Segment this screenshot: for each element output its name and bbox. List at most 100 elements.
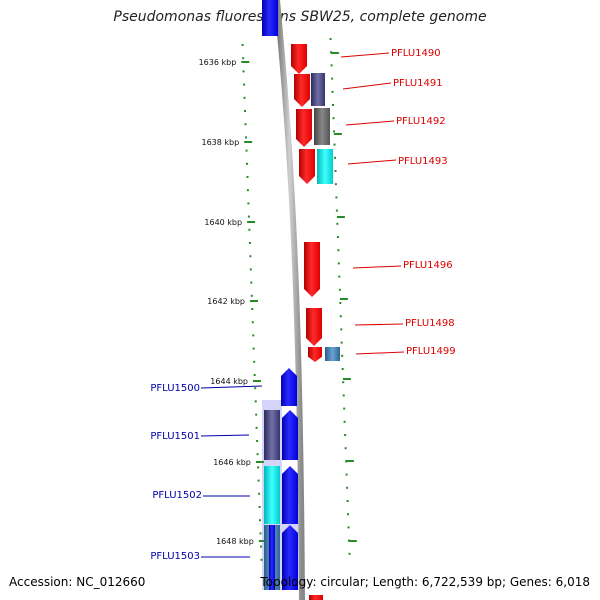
ruler-dot [244,110,246,112]
ruler-dot [253,374,256,376]
gene-arrow-reverse[interactable] [282,525,298,590]
ruler-major-tick [244,141,253,143]
ruler-major-tick [330,52,339,54]
ruler-dot [335,209,338,212]
gene-label-reverse[interactable]: PFLU1500 [150,383,200,394]
ruler-dot [251,321,254,324]
ruler-dot [245,136,247,139]
gene-arrow-forward[interactable] [304,242,320,297]
gene-label-forward[interactable]: PFLU1496 [403,260,453,271]
ruler-dot [344,447,347,450]
gene-block-reverse[interactable] [262,0,278,36]
ruler-dot [341,368,344,370]
gene-label-leader [345,120,395,126]
ruler-major-tick [255,461,264,463]
gene-arrow-forward[interactable] [294,74,310,107]
ruler-dot [337,249,340,252]
ruler-dot [256,453,259,456]
gene-label-forward[interactable]: PFLU1492 [396,116,446,127]
ruler-dot [332,117,335,120]
ruler-major-tick [258,540,267,542]
ruler-dot [334,170,337,172]
ruler-major-tick [241,61,250,63]
gene-arrow-forward[interactable] [299,149,315,184]
ruler-dot [250,281,253,284]
ruler-dot [251,308,254,310]
ruler-dot [347,526,350,529]
gene-label-reverse[interactable]: PFLU1502 [152,490,202,501]
gene-label-leader [347,159,397,165]
gene-label-reverse[interactable]: PFLU1501 [150,431,200,442]
ruler-dot [259,519,261,522]
gene-block-forward[interactable] [309,595,323,600]
genome-title: Pseudomonas fluorescens SBW25, complete … [113,9,487,25]
gene-labels[interactable]: PFLU1490 PFLU1491 PFLU1492 PFLU1493 PFLU1496… [150,48,455,562]
ruler-dot [338,275,341,278]
ruler-dot [333,130,335,133]
gene-block-annotation[interactable] [314,108,330,145]
ruler-dot [337,262,340,265]
ruler-dot [246,176,249,178]
ruler-dot [340,341,343,344]
gene-block-annotation[interactable] [317,149,333,184]
gene-label-leader [200,385,263,389]
ruler-ticks [241,38,357,561]
ruler-dot [242,70,245,73]
gene-arrow-forward[interactable] [308,347,322,362]
gene-label-reverse[interactable]: PFLU1503 [150,551,200,562]
ruler-label: 1640 kbp [204,218,242,227]
gene-arrow-reverse[interactable] [282,466,298,524]
ruler-dot [330,64,333,67]
gene-label-forward[interactable]: PFLU1493 [398,156,448,167]
ruler-dot [339,302,342,304]
gene-label-forward[interactable]: PFLU1490 [391,48,441,59]
ruler-dot [249,255,252,258]
ruler-dot [248,228,251,231]
ruler-dot [344,434,347,436]
gene-arrow-forward[interactable] [291,44,307,74]
ruler-dot [260,558,263,561]
ruler-major-tick [348,540,357,542]
ruler-dot [334,156,336,159]
ruler-major-tick [345,460,354,462]
ruler-dot [334,183,337,186]
ruler-dot [345,473,348,476]
ruler-major-tick [247,221,256,223]
ruler-dot [256,440,259,442]
ruler-dot [254,387,257,390]
ruler-dot [341,354,344,357]
ruler-dot [250,294,253,297]
ruler-dot [347,513,349,516]
gene-block-annotation[interactable] [264,410,280,460]
gene-label-forward[interactable]: PFLU1498 [405,318,455,329]
gene-arrow-forward[interactable] [296,109,312,147]
gene-label-leader [355,351,405,355]
ruler-dot [348,552,351,555]
gene-arrow-reverse[interactable] [282,410,298,460]
gene-block-annotation[interactable] [264,466,280,524]
ruler-dot [332,104,334,106]
gene-arrow-reverse[interactable] [281,368,297,406]
ruler-label: 1638 kbp [201,138,239,147]
ruler-dot [342,381,345,384]
gene-block-annotation[interactable] [311,73,325,106]
ruler-dot [335,196,338,199]
accession-text: Accession: NC_012660 [9,575,146,589]
ruler-major-tick [250,300,258,302]
ruler-dot [258,492,261,495]
ruler-dot [257,466,260,469]
gene-label-forward[interactable]: PFLU1491 [393,78,443,89]
gene-block-reverse[interactable] [269,525,275,590]
gene-block-annotation[interactable] [325,347,340,361]
ruler-dot [333,143,336,146]
ruler-dot [343,407,346,410]
gene-features[interactable] [262,0,340,600]
gene-label-forward[interactable]: PFLU1499 [406,346,456,357]
ruler-dot [331,77,334,80]
ruler-dot [242,57,245,60]
ruler-dot [331,90,334,93]
gene-arrow-forward[interactable] [306,308,322,346]
ruler-dot [257,479,260,482]
gene-label-leader [342,82,392,90]
